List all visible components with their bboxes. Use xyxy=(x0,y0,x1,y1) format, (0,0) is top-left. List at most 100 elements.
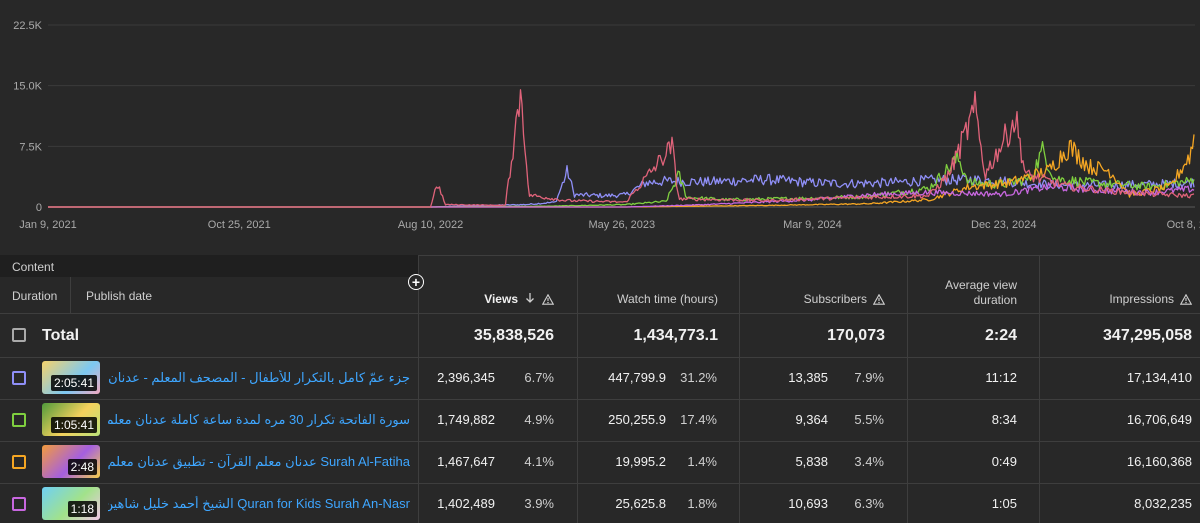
video-duration: 2:48 xyxy=(67,459,97,475)
video-title-link[interactable]: Surah Al-Fatiha عدنان معلم القرآن - تطبي… xyxy=(108,454,410,469)
row-avg-view-duration: 1:05 xyxy=(991,496,1017,511)
row-impressions: 16,706,649 xyxy=(1126,412,1192,427)
total-watch-time: 1,434,773.1 xyxy=(633,327,718,344)
row-divider xyxy=(0,255,1200,256)
row-watch-time: 447,799.9 xyxy=(608,370,666,385)
avg-view-duration-header-line2: duration xyxy=(973,293,1017,307)
y-tick-label: 7.5K xyxy=(19,141,42,153)
content-header: Content xyxy=(0,255,418,277)
watch-time-header-label: Watch time (hours) xyxy=(617,292,718,306)
video-duration: 1:05:41 xyxy=(50,417,97,433)
row-views: 1,467,647 xyxy=(437,454,495,469)
row-watch-time: 250,255.9 xyxy=(608,412,666,427)
row-divider xyxy=(0,399,1200,400)
subscribers-column-header[interactable]: Subscribers xyxy=(740,291,885,307)
publish-date-column-header[interactable]: Publish date xyxy=(86,289,153,303)
column-divider xyxy=(577,255,578,523)
video-duration: 2:05:41 xyxy=(50,375,97,391)
column-divider xyxy=(907,255,908,523)
row-watch-time-pct: 1.4% xyxy=(687,454,717,469)
video-thumbnail[interactable]: 1:05:41 xyxy=(42,403,100,436)
views-chart: 22.5K 15.0K 7.5K 0 Jan 9, 2021 Oct 25, 2021 Au… xyxy=(0,0,1200,255)
x-tick-label: Dec 23, 2024 xyxy=(971,219,1036,231)
video-thumbnail[interactable]: 2:05:41 xyxy=(42,361,100,394)
row-views-pct: 4.9% xyxy=(524,412,554,427)
row-avg-view-duration: 8:34 xyxy=(991,412,1017,427)
row-impressions: 8,032,235 xyxy=(1134,496,1192,511)
row-watch-time-pct: 31.2% xyxy=(680,370,717,385)
row-watch-time: 19,995.2 xyxy=(615,454,666,469)
row-views: 1,749,882 xyxy=(437,412,495,427)
row-subscribers-pct: 3.4% xyxy=(854,454,884,469)
total-subscribers: 170,073 xyxy=(827,327,885,344)
row-watch-time-pct: 17.4% xyxy=(680,412,717,427)
y-tick-label: 15.0K xyxy=(13,81,42,93)
y-tick-label: 0 xyxy=(36,202,42,214)
views-column-header[interactable]: Views xyxy=(419,291,554,307)
x-tick-label: Mar 9, 2024 xyxy=(783,219,842,231)
y-tick-label: 22.5K xyxy=(13,20,42,32)
row-checkbox[interactable] xyxy=(12,371,26,385)
row-impressions: 16,160,368 xyxy=(1126,454,1192,469)
row-impressions: 17,134,410 xyxy=(1126,370,1192,385)
row-checkbox[interactable] xyxy=(12,497,26,511)
column-divider xyxy=(1039,255,1040,523)
series-line xyxy=(48,182,1195,208)
content-header-label: Content xyxy=(12,260,55,274)
subscribers-header-label: Subscribers xyxy=(803,292,867,306)
row-divider xyxy=(0,483,1200,484)
x-tick-label: Oct 8, 2025 xyxy=(1167,219,1200,231)
row-views-pct: 4.1% xyxy=(524,454,554,469)
video-thumbnail[interactable]: 2:48 xyxy=(42,445,100,478)
chart-svg: 22.5K 15.0K 7.5K 0 Jan 9, 2021 Oct 25, 2021 Au… xyxy=(13,20,1200,231)
warning-icon xyxy=(542,293,554,305)
content-table: Content Duration Publish date + Views Wa… xyxy=(0,255,1200,523)
series-line xyxy=(48,134,1195,208)
row-avg-view-duration: 11:12 xyxy=(985,370,1017,385)
x-tick-label: Oct 25, 2021 xyxy=(208,219,271,231)
column-divider xyxy=(418,255,419,523)
video-thumbnail[interactable]: 1:18 xyxy=(42,487,100,520)
avg-view-duration-header-line1: Average view xyxy=(945,278,1017,292)
row-checkbox[interactable] xyxy=(12,455,26,469)
row-views-pct: 6.7% xyxy=(524,370,554,385)
series-line xyxy=(48,140,1195,208)
row-subscribers: 5,838 xyxy=(795,454,828,469)
row-subscribers-pct: 6.3% xyxy=(854,496,884,511)
row-subscribers: 9,364 xyxy=(795,412,828,427)
total-label: Total xyxy=(42,327,80,344)
watch-time-column-header[interactable]: Watch time (hours) xyxy=(578,291,718,307)
row-views: 1,402,489 xyxy=(437,496,495,511)
impressions-column-header[interactable]: Impressions xyxy=(1040,291,1192,307)
row-divider xyxy=(0,441,1200,442)
row-checkbox[interactable] xyxy=(12,413,26,427)
video-title-link[interactable]: سورة الفاتحة تكرار 30 مره لمدة ساعة كامل… xyxy=(108,412,410,427)
video-title-link[interactable]: جزء عمّ كامل بالتكرار للأطفال - المصحف ا… xyxy=(108,370,410,385)
total-impressions: 347,295,058 xyxy=(1103,327,1192,344)
row-subscribers: 13,385 xyxy=(788,370,828,385)
total-views: 35,838,526 xyxy=(473,327,554,344)
duration-column-header[interactable]: Duration xyxy=(12,289,58,303)
avg-view-duration-column-header[interactable]: Average view duration xyxy=(908,278,1017,308)
series-line xyxy=(48,165,1195,208)
row-watch-time-pct: 1.8% xyxy=(687,496,717,511)
impressions-header-label: Impressions xyxy=(1109,292,1174,306)
row-watch-time: 25,625.8 xyxy=(615,496,666,511)
x-tick-label: May 26, 2023 xyxy=(589,219,656,231)
total-checkbox[interactable] xyxy=(12,328,26,342)
plus-circle-icon[interactable]: + xyxy=(408,274,424,290)
row-views: 2,396,345 xyxy=(437,370,495,385)
video-title-link[interactable]: Quran for Kids Surah An-Nasr الشيخ أحمد … xyxy=(108,496,410,511)
row-divider xyxy=(0,313,1200,314)
row-subscribers: 10,693 xyxy=(788,496,828,511)
row-subscribers-pct: 7.9% xyxy=(854,370,884,385)
row-avg-view-duration: 0:49 xyxy=(991,454,1017,469)
series-line xyxy=(48,89,1195,208)
video-duration: 1:18 xyxy=(67,501,97,517)
row-divider xyxy=(0,357,1200,358)
warning-icon xyxy=(1180,293,1192,305)
column-divider xyxy=(70,277,71,313)
row-subscribers-pct: 5.5% xyxy=(854,412,884,427)
views-header-label: Views xyxy=(484,292,518,306)
